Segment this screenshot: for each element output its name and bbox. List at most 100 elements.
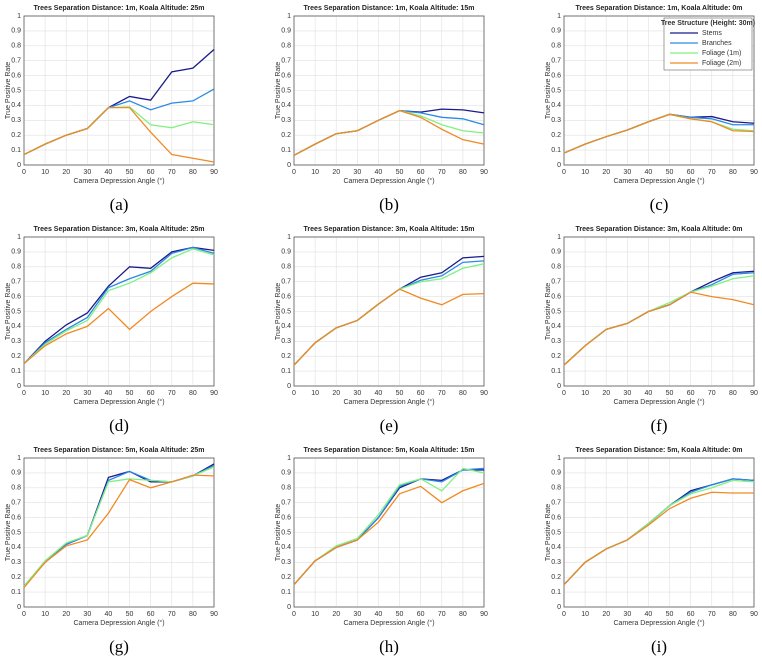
x-tick-label: 10 [41,169,49,176]
caption: (i) [651,637,667,656]
x-tick-label: 60 [417,390,425,397]
y-tick-label: 0.1 [281,147,291,154]
x-tick-label: 60 [147,611,155,618]
plot-frame [293,15,485,166]
chart-title: Trees Separation Distance: 5m, Koala Alt… [304,447,475,454]
panel: 00.10.20.30.40.50.60.70.80.910 10 20 30 40 50… [5,5,218,214]
x-tick-label: 20 [62,169,70,176]
x-tick-label: 20 [602,390,610,397]
legend-label: Branches [702,40,732,47]
x-tick-label: 0 [562,390,566,397]
series-line [23,106,215,163]
x-tick-label: 30 [623,169,631,176]
caption: (g) [109,637,129,656]
x-tick-label: 70 [438,169,446,176]
y-tick-label: 0.4 [551,323,561,330]
y-tick-label: 0.5 [551,308,561,315]
y-tick-label: 0.6 [551,72,561,79]
x-axis-label: Camera Depression Angle (°) [343,619,434,627]
y-tick-label: 0.3 [11,559,21,566]
x-tick-label: 70 [168,169,176,176]
y-tick-label: 0.6 [551,514,561,521]
x-tick-label: 10 [581,390,589,397]
x-tick-label: 20 [332,611,340,618]
y-tick-label: 0.7 [281,58,291,65]
y-tick-label: 0.3 [281,338,291,345]
y-axis-label: True Positive Rate [275,62,282,119]
x-axis-label: Camera Depression Angle (°) [73,398,164,406]
legend-label: Stems [702,30,722,37]
y-tick-label: 0.6 [11,72,21,79]
y-axis-label: True Positive Rate [545,283,552,340]
x-tick-label: 40 [645,390,653,397]
legend-title: Tree Structure (Height: 30m) [661,20,755,27]
plot-frame [563,236,755,387]
series-line [23,246,215,365]
y-tick-label: 0 [17,162,21,169]
x-tick-label: 90 [480,611,488,618]
x-tick-label: 80 [189,611,197,618]
y-tick-label: 0.3 [551,559,561,566]
x-tick-label: 80 [729,169,737,176]
y-tick-label: 0.5 [281,529,291,536]
x-tick-label: 0 [292,169,296,176]
y-tick-label: 0 [557,604,561,611]
y-tick-label: 0.5 [11,529,21,536]
y-tick-label: 0.9 [281,470,291,477]
y-tick-label: 0.1 [11,147,21,154]
series-line [23,474,215,589]
y-tick-label: 0 [17,604,21,611]
series-line [563,491,754,586]
plot-frame [23,15,215,166]
x-tick-label: 50 [396,169,404,176]
x-tick-label: 30 [83,611,91,618]
legend-label: Foliage (2m) [702,60,741,67]
panel: 00.10.20.30.40.50.60.70.80.910 10 20 30 40 50… [5,226,218,435]
x-tick-label: 0 [562,169,566,176]
x-tick-label: 70 [168,390,176,397]
y-tick-label: 0.1 [11,589,21,596]
plot-frame [563,15,755,166]
y-tick-label: 0.2 [551,132,561,139]
x-tick-label: 70 [438,390,446,397]
y-tick-label: 0.2 [11,132,21,139]
x-tick-label: 70 [168,611,176,618]
x-tick-label: 0 [22,611,26,618]
y-tick-label: 0.1 [551,368,561,375]
y-tick-label: 0 [557,162,561,169]
y-tick-label: 0.8 [551,485,561,492]
y-tick-label: 0.7 [281,279,291,286]
y-axis-label: True Positive Rate [545,504,552,561]
x-tick-label: 20 [332,390,340,397]
y-tick-label: 0.7 [11,500,21,507]
x-tick-label: 40 [375,390,383,397]
y-tick-label: 0 [287,383,291,390]
x-tick-label: 50 [396,611,404,618]
y-tick-label: 0.3 [551,338,561,345]
series-line [293,482,485,586]
plot-frame [293,457,485,608]
y-tick-label: 0.8 [551,264,561,271]
x-tick-label: 60 [687,169,695,176]
x-tick-label: 30 [623,611,631,618]
y-tick-label: 1 [17,455,21,462]
y-tick-label: 0.2 [551,353,561,360]
y-tick-label: 0.1 [551,147,561,154]
x-tick-label: 60 [687,390,695,397]
x-tick-label: 50 [126,169,134,176]
y-tick-label: 0.8 [11,264,21,271]
y-tick-label: 0.9 [281,28,291,35]
y-tick-label: 0.3 [11,117,21,124]
x-tick-label: 30 [353,611,361,618]
y-tick-label: 0.4 [281,323,291,330]
chart-title: Trees Separation Distance: 3m, Koala Alt… [575,226,742,233]
x-tick-label: 0 [22,169,26,176]
x-tick-label: 60 [147,169,155,176]
x-tick-label: 90 [210,169,218,176]
y-tick-label: 0.6 [281,293,291,300]
panel: 00.10.20.30.40.50.60.70.80.910 10 20 30 40 50… [545,447,758,656]
y-axis-label: True Positive Rate [275,504,282,561]
y-tick-label: 0.4 [551,102,561,109]
y-tick-label: 0.4 [281,102,291,109]
x-tick-label: 30 [353,390,361,397]
